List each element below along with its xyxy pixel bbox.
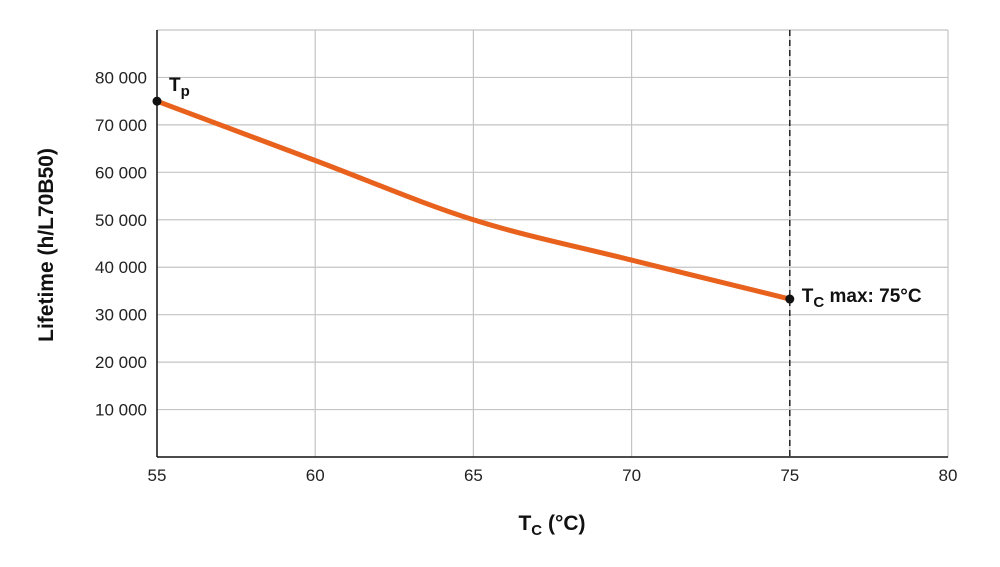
x-axis-label-main: T [518,512,531,535]
annotation-point [785,294,795,304]
x-tick-label: 75 [780,466,799,485]
y-tick-label: 80 000 [95,68,147,87]
y-axis-label: Lifetime (h/L70B50) [35,148,58,342]
y-tick-label: 20 000 [95,353,147,372]
lifetime-line [154,98,793,302]
y-tick-label: 40 000 [95,258,147,277]
x-tick-label: 55 [148,466,167,485]
annotations: Tp TC max: 75°C [152,75,922,311]
x-tick-label: 80 [939,466,958,485]
series [154,98,793,302]
y-tick-label: 60 000 [95,163,147,182]
annotation-label: TC max: 75°C [802,286,922,311]
annotation-point [152,96,162,106]
x-axis-label-sub: C [531,522,542,539]
y-tick-label: 70 000 [95,116,147,135]
x-tick-label: 70 [622,466,641,485]
x-axis-label-unit: (°C) [542,512,585,535]
y-tick-label: 50 000 [95,211,147,230]
annotation-label: Tp [169,75,190,100]
y-tick-label: 30 000 [95,306,147,325]
y-tick-label: 10 000 [95,401,147,420]
x-tick-label: 60 [306,466,325,485]
x-axis-label: TC (°C) [518,512,585,539]
x-tick-label: 65 [464,466,483,485]
grid [157,29,949,457]
ticks: 55 60 65 70 75 80 10 000 20 000 30 000 40 000 50 0… [95,68,957,485]
